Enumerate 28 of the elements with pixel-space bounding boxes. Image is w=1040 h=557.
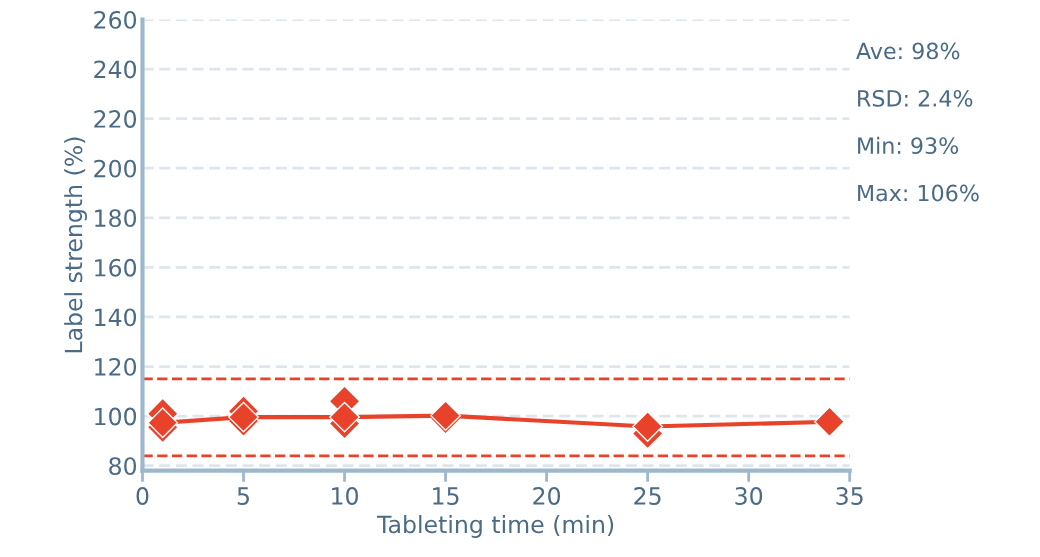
y-tick-label: 80 — [109, 457, 137, 476]
x-axis-title: Tableting time (min) — [376, 515, 614, 538]
text: Min: 93% — [858, 136, 959, 155]
text: Max: 106% — [858, 184, 979, 202]
x-tick-label: 5 — [237, 487, 249, 505]
text: Ave: 98% — [856, 42, 960, 60]
y-tick-label: 120 — [95, 358, 137, 376]
text: RSD: 2.4% — [858, 89, 973, 107]
x-tick-label: 0 — [136, 487, 149, 505]
y-tick-label: 220 — [94, 110, 137, 128]
point — [147, 407, 179, 439]
y-tick-label: 140 — [95, 308, 137, 327]
point — [632, 411, 664, 442]
y-tick-label: 240 — [94, 60, 137, 79]
x-tick-label: 20 — [533, 487, 561, 505]
y-tick-label: 160 — [95, 258, 137, 277]
point — [814, 406, 845, 438]
x-tick-label: 10 — [332, 487, 358, 505]
y-tick-label: 260 — [94, 10, 137, 29]
x-tick-label: 35 — [836, 487, 863, 505]
y-tick-label: 180 — [95, 209, 137, 228]
x-tick-label: 30 — [735, 487, 763, 505]
y-tick-label: 200 — [94, 159, 137, 178]
point — [329, 401, 360, 433]
y-tick-label: 100 — [95, 407, 137, 426]
x-tick-label: 25 — [634, 487, 661, 505]
x-tick-label: 15 — [433, 487, 459, 505]
y-axis-title: Label strength (%) — [64, 137, 87, 353]
